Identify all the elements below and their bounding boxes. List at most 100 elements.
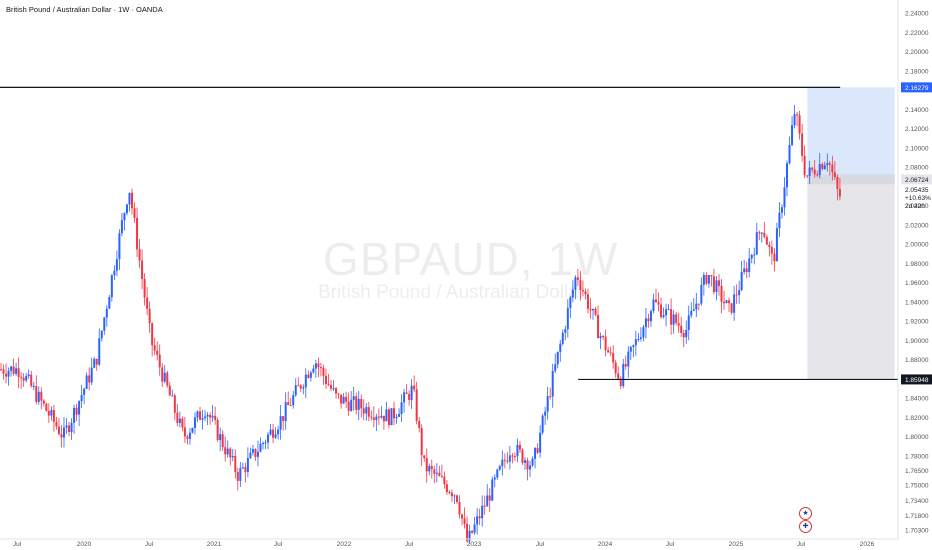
candle <box>758 230 761 241</box>
candle <box>287 391 290 406</box>
candle <box>473 516 476 535</box>
candle <box>317 357 320 378</box>
candle <box>634 330 637 356</box>
candle-body <box>98 338 101 365</box>
candle-body <box>337 393 340 395</box>
candle-body <box>387 409 390 426</box>
candle-body <box>47 411 50 416</box>
candle <box>204 410 207 422</box>
candle <box>0 362 2 371</box>
candle <box>68 421 71 437</box>
candle <box>387 407 390 429</box>
candle-body <box>181 418 184 428</box>
candle-body <box>405 392 408 394</box>
candle-body <box>332 388 335 390</box>
candle <box>589 297 592 319</box>
candle <box>735 284 738 304</box>
candle <box>75 403 78 422</box>
candle <box>60 425 63 448</box>
candle <box>322 364 325 385</box>
candle <box>503 453 506 469</box>
candle <box>284 392 287 430</box>
candle-body <box>138 249 141 261</box>
y-tick-label: 1.71800 <box>905 513 929 520</box>
candle <box>544 406 547 425</box>
candle-body <box>209 414 212 418</box>
candle <box>5 363 8 384</box>
candle <box>541 413 544 435</box>
candle <box>123 212 126 231</box>
candle-body <box>302 387 305 389</box>
candle <box>438 465 441 477</box>
candle-body <box>730 303 733 313</box>
candle <box>644 307 647 339</box>
candle <box>677 312 680 333</box>
candle-body <box>622 363 625 387</box>
candle <box>136 207 139 257</box>
candle-body <box>687 315 690 331</box>
y-tick-label: 2.24000 <box>905 11 929 18</box>
candle <box>259 437 262 453</box>
candle <box>279 405 282 440</box>
candle-body <box>168 385 171 396</box>
candle-body <box>554 364 557 372</box>
candle-body <box>634 339 637 346</box>
candle <box>483 495 486 515</box>
candle <box>393 401 395 426</box>
x-tick-label: Jul <box>536 541 545 548</box>
candle-body <box>352 396 355 400</box>
candle-body <box>728 300 731 304</box>
candle <box>219 427 222 452</box>
candle-body <box>272 429 275 438</box>
candle-body <box>685 330 688 338</box>
candle <box>138 238 141 269</box>
candle <box>433 465 436 484</box>
candle <box>662 307 665 319</box>
candle-body <box>324 375 327 384</box>
candle-body <box>833 172 836 177</box>
candle <box>297 377 300 387</box>
candle-body <box>697 303 700 305</box>
candle <box>25 372 28 383</box>
candle <box>471 530 474 535</box>
candle <box>765 234 768 245</box>
x-tick-label: 2021 <box>207 541 222 548</box>
candle-body <box>196 411 199 418</box>
candle <box>254 448 257 461</box>
candle-body <box>753 254 756 256</box>
candle <box>524 457 526 470</box>
candle-body <box>15 368 18 374</box>
candle-body <box>476 516 479 525</box>
candle-body <box>327 383 330 385</box>
australia-flag-icon[interactable]: ★ <box>799 507 812 520</box>
candle-body <box>649 311 652 322</box>
candle <box>803 145 806 179</box>
candle-body <box>783 187 786 208</box>
candle <box>7 367 10 386</box>
candle <box>637 332 640 342</box>
candle <box>750 253 753 264</box>
candle-body <box>146 297 149 309</box>
candle-body <box>793 114 796 126</box>
y-tick-label: 1.90000 <box>905 338 929 345</box>
candle-body <box>108 296 111 309</box>
candle <box>390 408 393 426</box>
candle-body <box>838 188 841 197</box>
candle <box>27 369 30 379</box>
candle <box>428 463 431 476</box>
x-tick-label: 2020 <box>77 541 92 548</box>
candle <box>778 202 781 237</box>
y-tick-label: 2.20000 <box>905 49 929 56</box>
candle-body <box>90 367 93 383</box>
candle-body <box>20 377 23 379</box>
candle-body <box>239 468 242 481</box>
candle-body <box>375 416 378 420</box>
candle <box>236 467 239 491</box>
uk-flag-icon[interactable]: ✚ <box>799 520 812 533</box>
candle <box>705 272 708 286</box>
candle-body <box>110 275 113 297</box>
candle <box>47 403 50 424</box>
candle-body <box>791 125 794 145</box>
candle-body <box>382 415 385 422</box>
